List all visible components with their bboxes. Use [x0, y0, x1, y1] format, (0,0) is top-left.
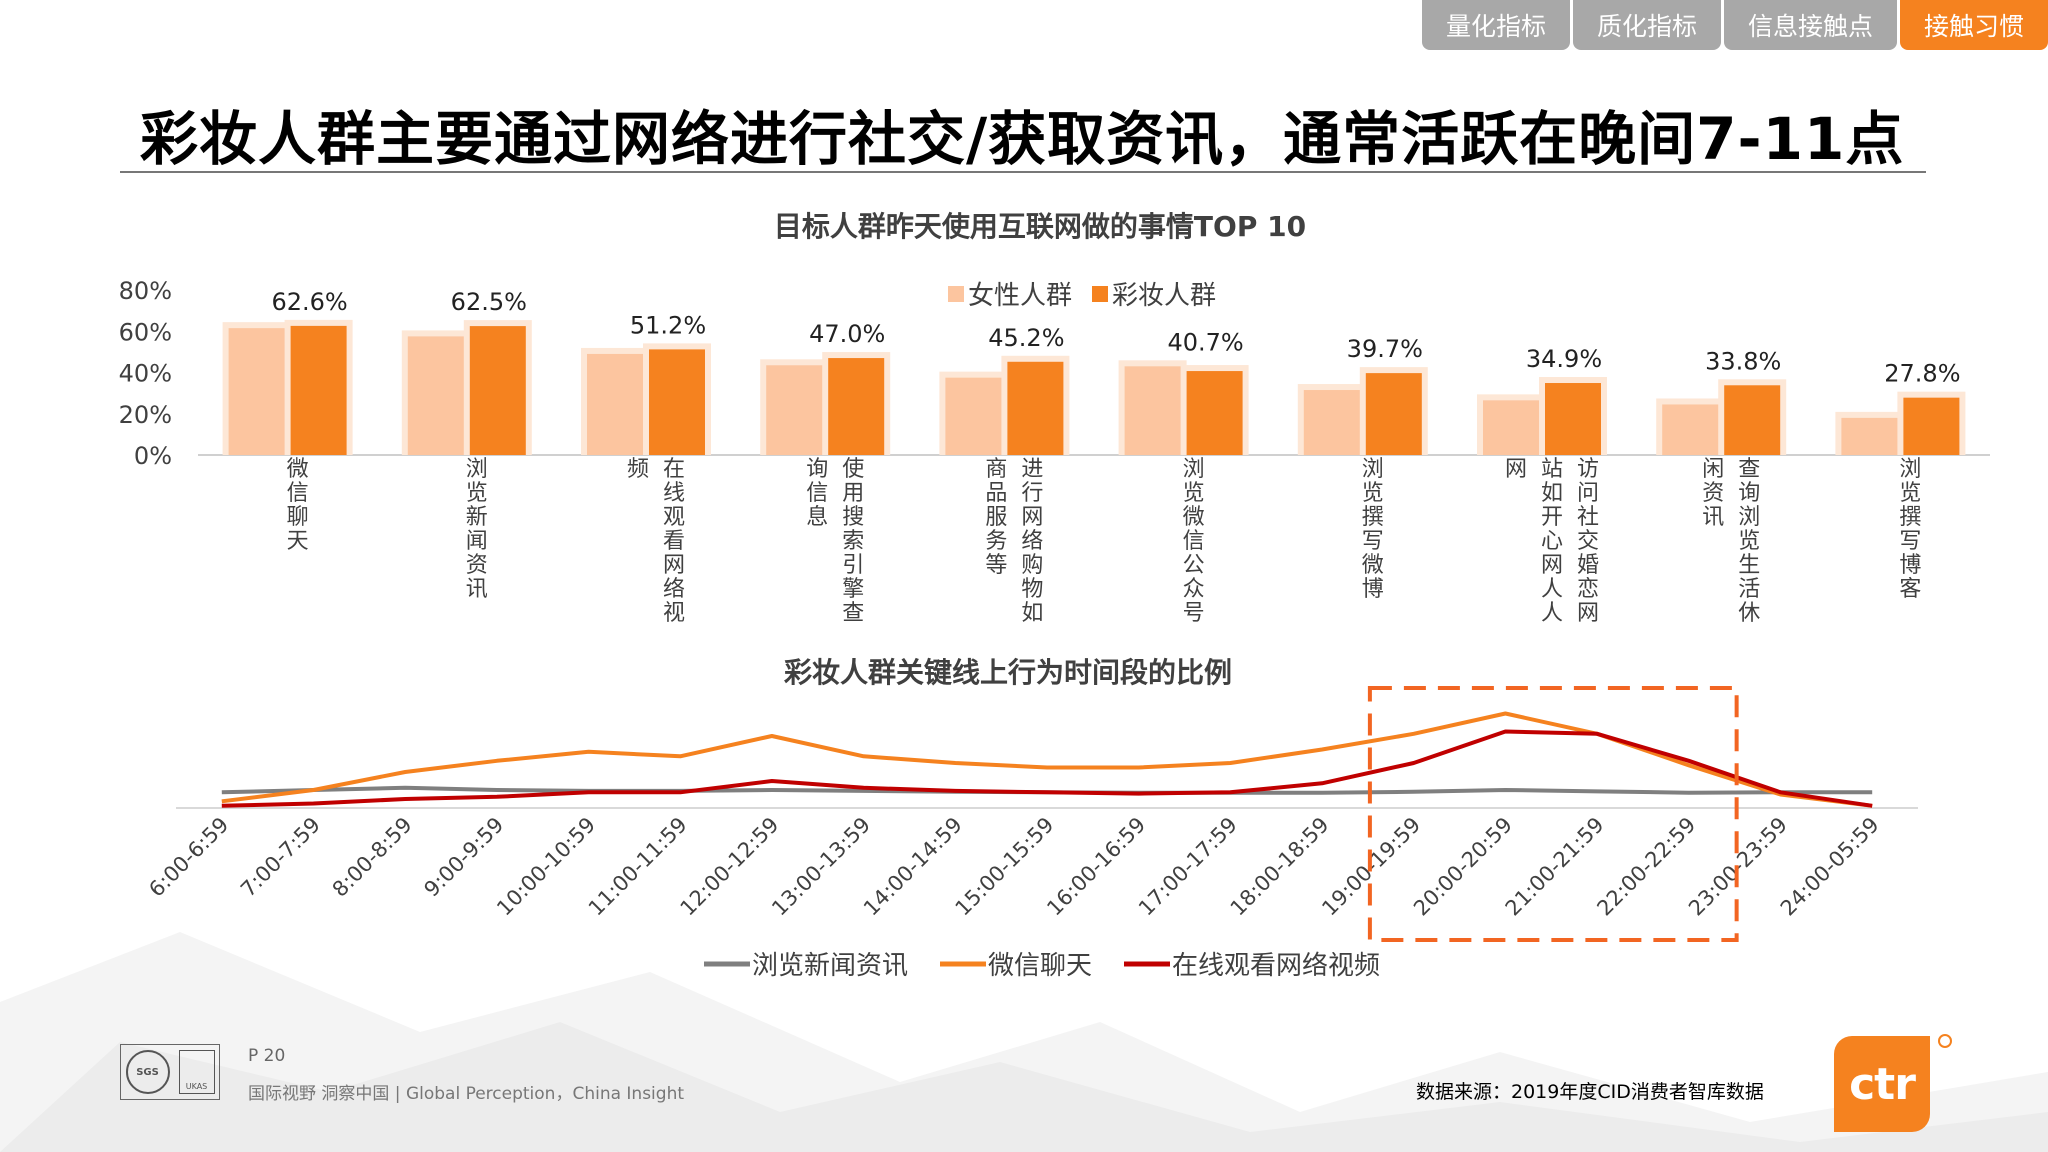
- bar-female: [766, 365, 823, 455]
- data-source: 数据来源：2019年度CID消费者智库数据: [1416, 1081, 1764, 1103]
- tab-touchpoints[interactable]: 信息接触点: [1723, 0, 1897, 50]
- ctr-logo: ctr: [1834, 1036, 1930, 1132]
- bar-data-label: 51.2%: [630, 311, 706, 339]
- background-decoration: [0, 932, 2048, 1152]
- bar-category-label: 浏览撰写博客: [1899, 457, 1921, 602]
- bar-female: [945, 377, 1002, 455]
- bar-female: [1303, 390, 1360, 455]
- line-legend-label: 浏览新闻资讯: [752, 951, 908, 981]
- bar-category-label: 浏览微信公众号: [1183, 457, 1205, 626]
- registered-mark-icon: [1938, 1034, 1952, 1048]
- peak-hours-highlight-box: [1367, 686, 1739, 942]
- bar-category-label: 查询浏览生活休: [1738, 457, 1760, 626]
- page-number: P 20: [248, 1046, 286, 1066]
- bar-data-label: 45.2%: [988, 324, 1064, 352]
- bar-data-label: 62.5%: [451, 288, 527, 316]
- bar-data-label: 27.8%: [1884, 360, 1960, 388]
- tab-contact-habits[interactable]: 接触习惯: [1899, 0, 2048, 50]
- bar-female: [1841, 417, 1898, 455]
- bar-female: [1662, 404, 1719, 455]
- bar-female: [1483, 400, 1539, 455]
- line-x-tick-label: 24:00-05:59: [1776, 813, 1884, 921]
- bar-data-label: 40.7%: [1167, 328, 1243, 356]
- line-legend-label: 在线观看网络视频: [1172, 951, 1380, 981]
- y-tick-label: 0%: [134, 442, 172, 470]
- bar-category-label: 浏览撰写微博: [1362, 457, 1384, 602]
- legend-swatch-makeup: [1092, 286, 1108, 302]
- bar-makeup: [1186, 371, 1243, 455]
- ukas-mark-icon: UKAS: [178, 1050, 215, 1094]
- bar-category-label: 闲资讯: [1702, 457, 1724, 530]
- bar-category-label: 微信聊天: [287, 457, 309, 554]
- legend-label-makeup: 彩妆人群: [1112, 281, 1216, 311]
- bar-category-label: 浏览新闻资讯: [466, 457, 488, 602]
- series-line-3: [221, 729, 1873, 808]
- bar-category-label: 询信息: [806, 457, 828, 530]
- line-chart-title: 彩妆人群关键线上行为时间段的比例: [784, 656, 1232, 689]
- bar-makeup: [828, 358, 885, 455]
- bar-data-label: 34.9%: [1526, 345, 1602, 373]
- bar-makeup: [290, 325, 347, 455]
- section-tabs: 量化指标 质化指标 信息接触点 接触习惯: [1421, 0, 2048, 50]
- bar-makeup: [1545, 383, 1601, 455]
- certification-badges: SGS UKAS: [120, 1044, 220, 1100]
- bar-makeup: [469, 326, 526, 455]
- bar-category-label: 网: [1505, 457, 1527, 482]
- bar-makeup: [1365, 373, 1422, 455]
- line-legend-label: 微信聊天: [988, 951, 1092, 981]
- bar-category-label: 在线观看网络视: [663, 457, 685, 626]
- title-divider: [120, 171, 1926, 173]
- legend-label-female: 女性人群: [968, 281, 1072, 311]
- bar-category-label: 使用搜索引擎查: [842, 457, 864, 626]
- line-x-tick-label: 6:00-6:59: [144, 813, 233, 902]
- line-x-tick-label: 8:00-8:59: [328, 813, 417, 902]
- bar-chart-title: 目标人群昨天使用互联网做的事情TOP 10: [774, 210, 1306, 243]
- bar-category-label: 进行网络购物如: [1021, 457, 1043, 626]
- bar-category-label: 访问社交婚恋网: [1577, 457, 1599, 626]
- bar-category-label: 站如开心网人人: [1541, 457, 1563, 626]
- bar-data-label: 62.6%: [271, 288, 347, 316]
- y-tick-label: 60%: [119, 318, 172, 346]
- tab-qualitative[interactable]: 质化指标: [1572, 0, 1721, 50]
- bar-makeup: [649, 349, 705, 455]
- sgs-seal-icon: SGS: [125, 1050, 170, 1094]
- y-tick-label: 20%: [119, 401, 172, 429]
- bar-female: [587, 353, 643, 455]
- bar-data-label: 47.0%: [809, 320, 885, 348]
- bar-female: [228, 328, 285, 455]
- y-tick-label: 40%: [119, 360, 172, 388]
- bar-makeup: [1903, 397, 1960, 455]
- bar-makeup: [1724, 385, 1781, 455]
- bar-female: [407, 336, 464, 455]
- legend-swatch-female: [948, 286, 964, 302]
- bar-category-label: 商品服务等: [985, 457, 1007, 578]
- page-title: 彩妆人群主要通过网络进行社交/获取资讯，通常活跃在晚间7-11点: [140, 105, 1905, 173]
- footer-tagline: 国际视野 洞察中国 | Global Perception，China Insi…: [248, 1084, 685, 1104]
- bar-female: [1124, 366, 1181, 455]
- line-x-tick-label: 9:00-9:59: [419, 813, 508, 902]
- line-x-tick-label: 7:00-7:59: [236, 813, 325, 902]
- bar-category-label: 频: [627, 457, 649, 482]
- y-tick-label: 80%: [119, 277, 172, 305]
- bar-data-label: 33.8%: [1705, 347, 1781, 375]
- tab-quantitative[interactable]: 量化指标: [1421, 0, 1570, 50]
- bar-data-label: 39.7%: [1347, 335, 1423, 363]
- bar-makeup: [1007, 361, 1064, 455]
